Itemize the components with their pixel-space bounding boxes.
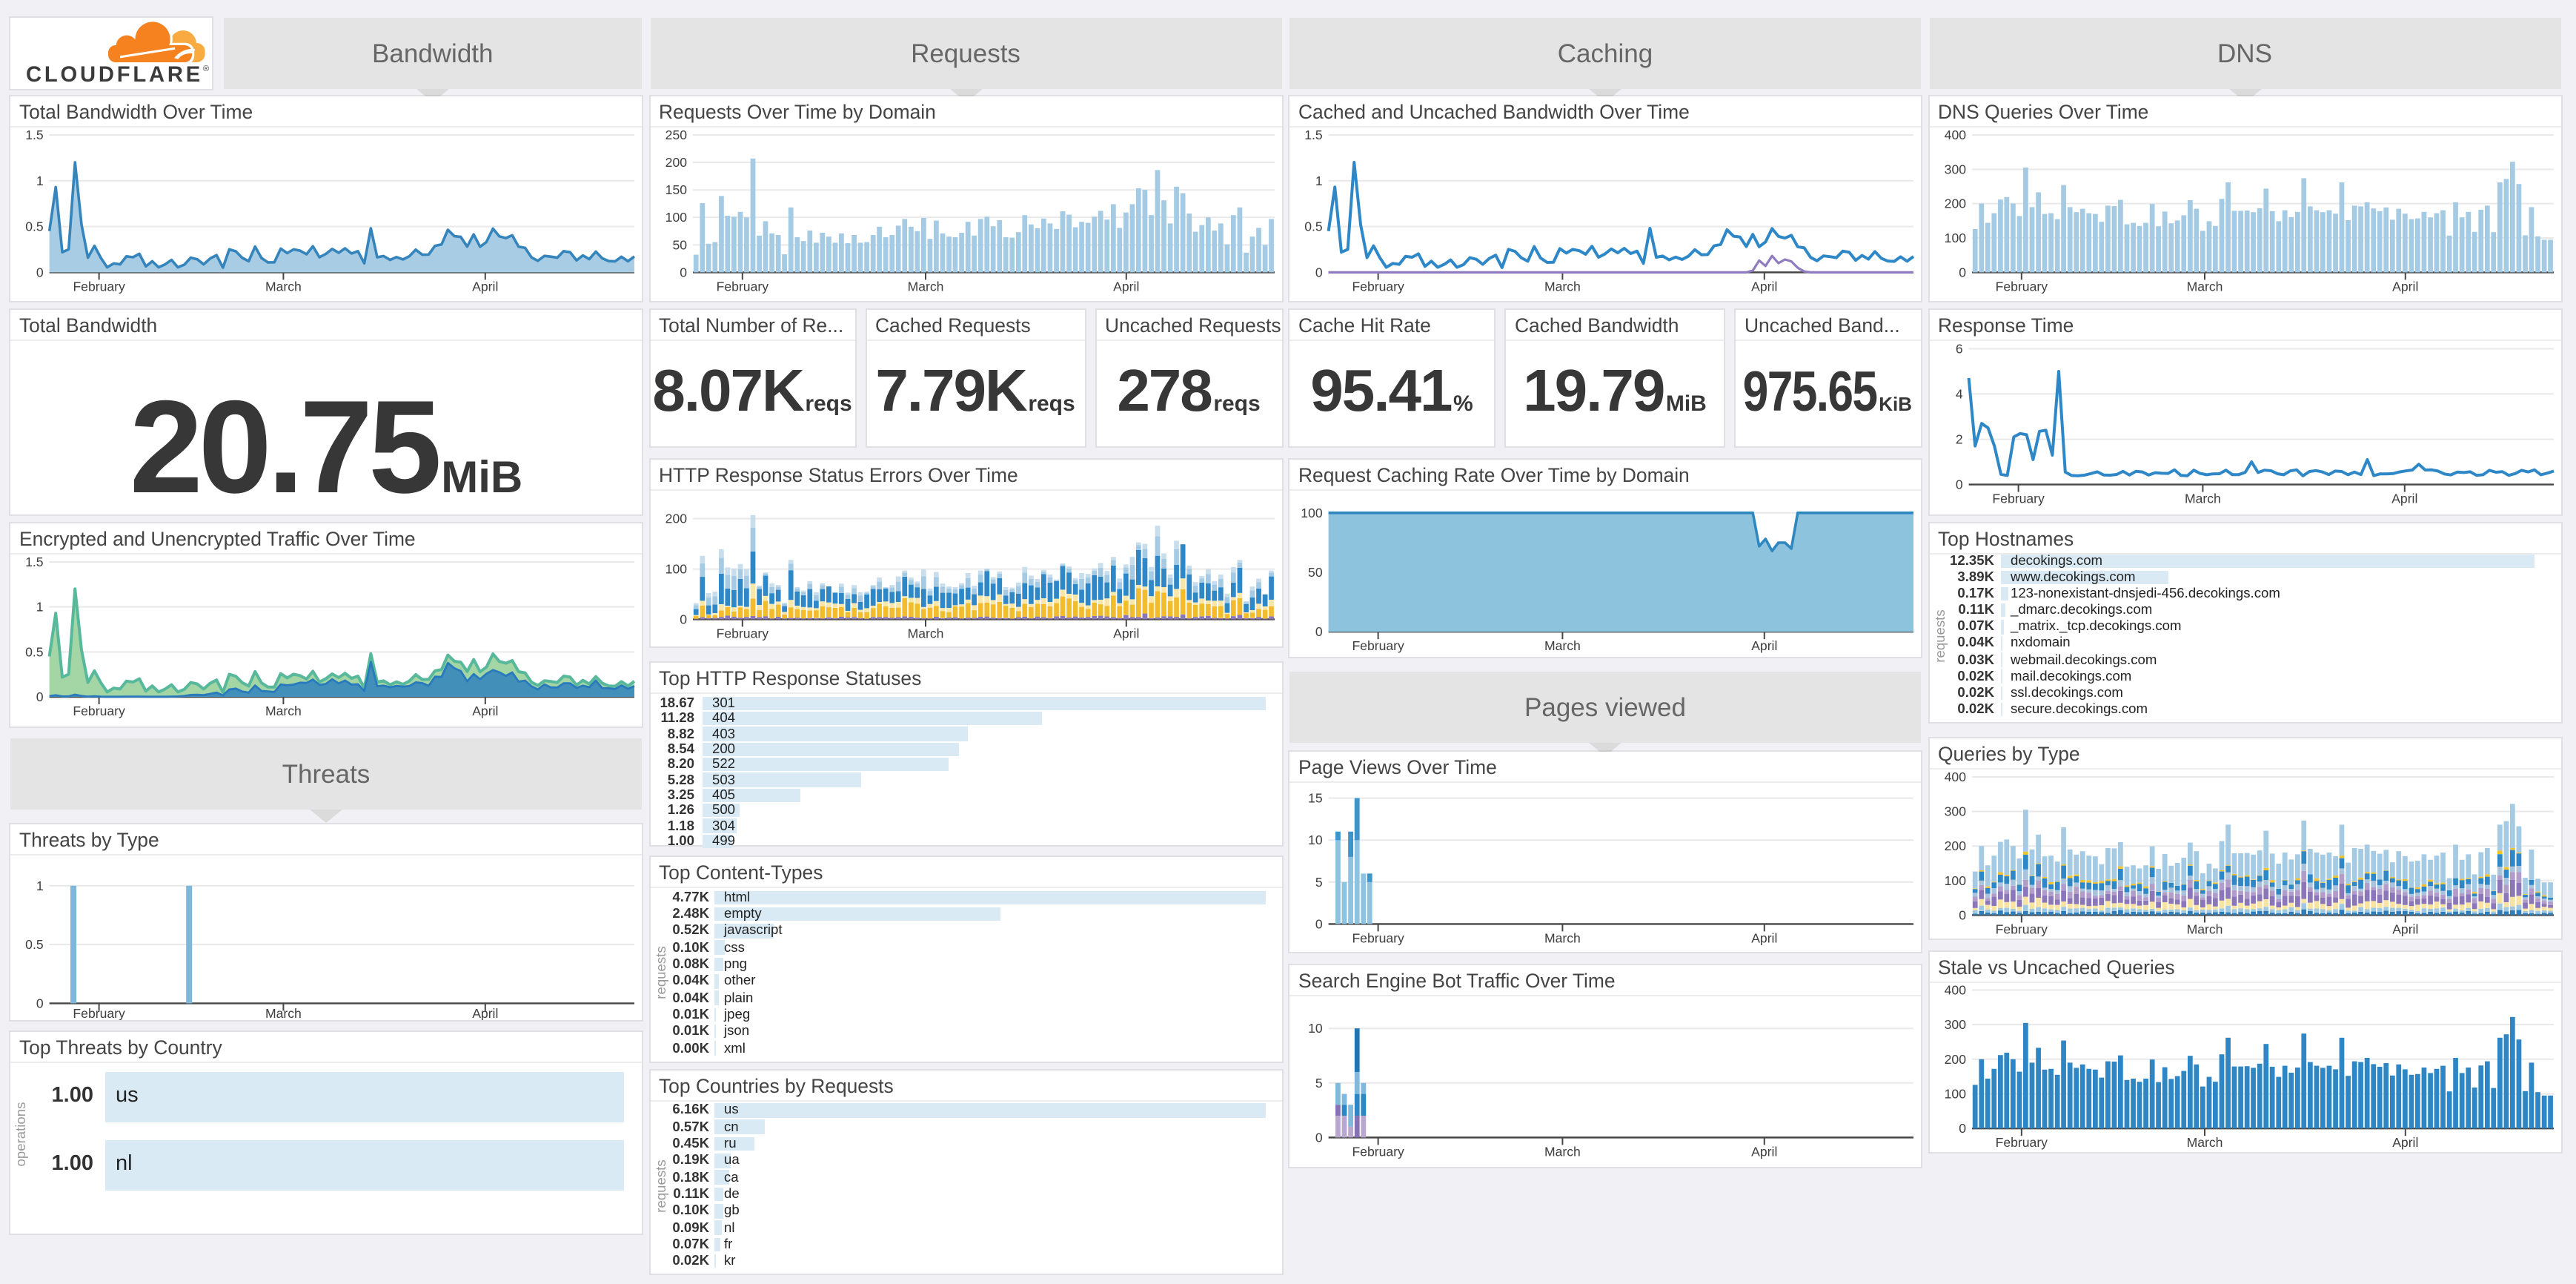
svg-text:0: 0 <box>1315 265 1323 280</box>
svg-text:150: 150 <box>665 183 687 198</box>
svg-text:March: March <box>1544 279 1581 294</box>
svg-text:100: 100 <box>1944 1087 1966 1102</box>
svg-text:10: 10 <box>1308 833 1323 848</box>
svg-text:March: March <box>907 626 943 641</box>
svg-text:0: 0 <box>1315 917 1323 932</box>
svg-text:0: 0 <box>36 996 44 1011</box>
svg-text:April: April <box>1751 279 1777 294</box>
svg-text:February: February <box>73 704 125 718</box>
svg-text:April: April <box>2391 1136 2417 1151</box>
svg-text:200: 200 <box>665 512 687 526</box>
svg-text:March: March <box>265 1007 302 1020</box>
svg-text:5: 5 <box>1315 1076 1323 1091</box>
svg-text:300: 300 <box>1944 804 1966 818</box>
svg-text:March: March <box>2186 1136 2223 1151</box>
svg-text:400: 400 <box>1944 770 1966 784</box>
svg-text:February: February <box>1352 931 1404 946</box>
svg-text:0: 0 <box>1955 477 1962 492</box>
svg-text:February: February <box>1995 279 2048 294</box>
svg-text:April: April <box>1751 1145 1777 1159</box>
svg-text:0: 0 <box>36 689 44 704</box>
svg-text:10: 10 <box>1308 1022 1323 1036</box>
svg-text:April: April <box>2391 492 2417 506</box>
svg-text:March: March <box>1544 1145 1581 1159</box>
svg-text:April: April <box>1751 639 1777 654</box>
svg-text:50: 50 <box>1308 566 1323 580</box>
svg-text:March: March <box>1544 639 1581 654</box>
svg-text:15: 15 <box>1308 791 1323 806</box>
svg-text:February: February <box>1995 1136 2048 1151</box>
svg-text:®: ® <box>203 64 209 73</box>
svg-text:0: 0 <box>1958 265 1965 280</box>
svg-text:300: 300 <box>1944 162 1966 177</box>
svg-text:1.5: 1.5 <box>25 555 44 569</box>
svg-text:February: February <box>73 279 125 294</box>
svg-text:February: February <box>1352 279 1404 294</box>
svg-text:February: February <box>716 279 769 294</box>
svg-text:200: 200 <box>1944 196 1966 211</box>
svg-text:April: April <box>2391 279 2417 294</box>
svg-text:5: 5 <box>1315 875 1323 890</box>
svg-text:March: March <box>1544 931 1581 946</box>
svg-text:300: 300 <box>1944 1018 1966 1033</box>
svg-text:April: April <box>1112 279 1138 294</box>
svg-text:February: February <box>1995 921 2048 936</box>
svg-text:March: March <box>2186 279 2223 294</box>
svg-text:1.5: 1.5 <box>1304 128 1323 143</box>
svg-text:200: 200 <box>1944 838 1966 853</box>
svg-text:0: 0 <box>679 265 686 280</box>
svg-text:0: 0 <box>1315 1131 1323 1145</box>
svg-text:250: 250 <box>665 128 687 143</box>
svg-text:0.5: 0.5 <box>25 938 44 953</box>
svg-text:1: 1 <box>36 879 44 894</box>
svg-text:0.5: 0.5 <box>25 645 44 660</box>
svg-text:February: February <box>1352 639 1404 654</box>
svg-text:March: March <box>907 279 943 294</box>
svg-text:100: 100 <box>1301 506 1323 521</box>
svg-text:February: February <box>1991 492 2044 506</box>
svg-text:March: March <box>2186 921 2223 936</box>
svg-text:February: February <box>73 1007 125 1020</box>
svg-text:0: 0 <box>1315 625 1323 640</box>
svg-text:March: March <box>2184 492 2220 506</box>
svg-text:1: 1 <box>1315 173 1323 188</box>
svg-text:50: 50 <box>671 238 686 253</box>
svg-text:1: 1 <box>36 600 44 615</box>
svg-text:April: April <box>472 1007 498 1020</box>
svg-text:100: 100 <box>665 562 687 577</box>
svg-text:April: April <box>2391 921 2417 936</box>
svg-text:February: February <box>716 626 769 641</box>
svg-text:March: March <box>265 279 302 294</box>
svg-text:200: 200 <box>1944 1052 1966 1067</box>
svg-text:100: 100 <box>1944 873 1966 888</box>
svg-text:CLOUDFLARE: CLOUDFLARE <box>26 62 203 86</box>
svg-text:1: 1 <box>36 173 44 188</box>
svg-text:February: February <box>1352 1145 1404 1159</box>
svg-text:0: 0 <box>36 265 44 280</box>
svg-text:400: 400 <box>1944 983 1966 998</box>
svg-text:0: 0 <box>679 612 686 627</box>
svg-text:April: April <box>472 279 498 294</box>
svg-text:0.5: 0.5 <box>1304 219 1323 234</box>
svg-text:March: March <box>265 704 302 718</box>
svg-text:April: April <box>1112 626 1138 641</box>
svg-text:6: 6 <box>1955 342 1962 357</box>
svg-text:2: 2 <box>1955 432 1962 447</box>
svg-text:4: 4 <box>1955 387 1962 402</box>
svg-text:0: 0 <box>1958 1122 1965 1136</box>
svg-text:0: 0 <box>1958 907 1965 922</box>
svg-text:0.5: 0.5 <box>25 219 44 234</box>
svg-text:April: April <box>1751 931 1777 946</box>
svg-text:100: 100 <box>665 211 687 225</box>
svg-text:200: 200 <box>665 156 687 171</box>
svg-text:400: 400 <box>1944 128 1966 143</box>
svg-text:April: April <box>472 704 498 718</box>
svg-text:1.5: 1.5 <box>25 128 44 143</box>
svg-text:100: 100 <box>1944 231 1966 246</box>
